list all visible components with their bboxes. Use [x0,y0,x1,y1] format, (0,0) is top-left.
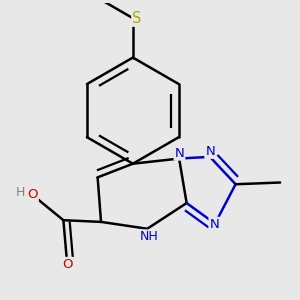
Text: N: N [209,218,219,231]
Text: N: N [206,145,215,158]
Text: O: O [62,258,73,271]
Text: H: H [16,186,25,199]
Text: NH: NH [139,230,158,244]
Text: S: S [132,11,142,26]
Text: N: N [175,147,184,160]
Text: O: O [27,188,38,201]
Text: S: S [133,11,142,25]
